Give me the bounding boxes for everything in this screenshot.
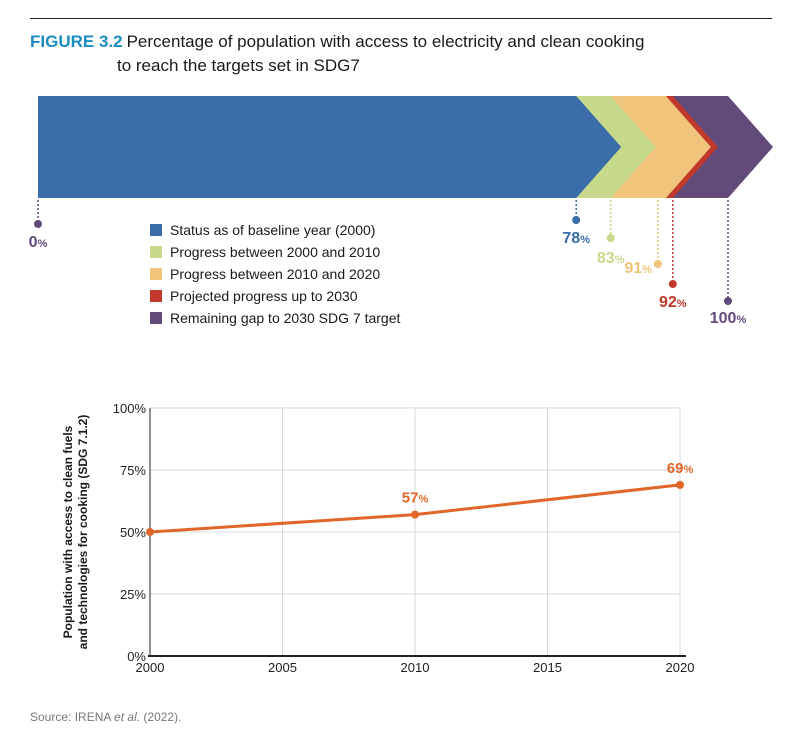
value-label-2: 83% bbox=[597, 250, 625, 267]
legend-label-2: Progress between 2000 and 2010 bbox=[170, 244, 380, 260]
x-tick-label-2: 2010 bbox=[401, 660, 430, 675]
marker-dot-1 bbox=[572, 216, 581, 224]
figure-label: FIGURE 3.2 bbox=[30, 32, 123, 51]
data-point-0 bbox=[146, 528, 154, 536]
y-tick-label-4: 100% bbox=[113, 401, 147, 416]
unit-label: % bbox=[418, 494, 428, 506]
marker-dot-5 bbox=[724, 297, 732, 305]
figure-title: FIGURE 3.2 Percentage of population with … bbox=[30, 30, 750, 78]
figure-title-line2: to reach the targets set in SDG7 bbox=[117, 56, 360, 75]
legend-swatch-3 bbox=[150, 268, 162, 280]
data-label-1: 57% bbox=[402, 490, 429, 507]
cooking-line-chart: 0% 25% 50% 75% 100% 2000 2005 2010 2015 2020 Popul… bbox=[61, 401, 695, 675]
y-tick-label-0: 0% bbox=[127, 649, 146, 664]
y-axis-label-line1: Population with access to clean fuels bbox=[61, 425, 75, 638]
access-arrow-chart: 0% 78% 83% 91% 92% 100% Status as of baseline … bbox=[29, 96, 773, 327]
unit-label: % bbox=[38, 238, 48, 250]
y-axis-label-line2: and technologies for cooking (SDG 7.1.2) bbox=[76, 415, 90, 650]
value-label-1: 78% bbox=[562, 230, 590, 247]
source-prefix: Source: IRENA bbox=[30, 710, 115, 724]
legend-label-4: Projected progress up to 2030 bbox=[170, 288, 358, 304]
unit-label: % bbox=[677, 298, 687, 310]
unit-label: % bbox=[615, 254, 625, 266]
value-label-0: 0% bbox=[29, 234, 48, 251]
data-point-1 bbox=[411, 510, 419, 519]
unit-label: % bbox=[683, 464, 693, 476]
legend-swatch-1 bbox=[150, 224, 162, 236]
value-label-4: 92% bbox=[659, 294, 687, 311]
y-tick-label-3: 75% bbox=[120, 463, 146, 478]
legend-label-1: Status as of baseline year (2000) bbox=[170, 222, 375, 238]
top-rule bbox=[30, 18, 772, 19]
legend-label-3: Progress between 2010 and 2020 bbox=[170, 266, 380, 282]
marker-dot-3 bbox=[653, 260, 662, 268]
y-tick-label-2: 50% bbox=[120, 525, 146, 540]
legend-swatch-2 bbox=[150, 246, 162, 258]
x-tick-label-1: 2005 bbox=[268, 660, 297, 675]
source-note: Source: IRENA et al. (2022). bbox=[30, 710, 181, 724]
x-tick-label-4: 2020 bbox=[666, 660, 695, 675]
y-axis-label: Population with access to clean fuelsand… bbox=[61, 415, 90, 650]
data-label-2: 69% bbox=[667, 460, 694, 477]
figure-title-line1: Percentage of population with access to … bbox=[126, 32, 645, 51]
marker-dot-0 bbox=[34, 220, 42, 228]
value-label-3: 91% bbox=[624, 260, 652, 277]
source-italic: et al. bbox=[114, 710, 141, 724]
unit-label: % bbox=[642, 264, 652, 276]
x-tick-label-3: 2015 bbox=[533, 660, 562, 675]
unit-label: % bbox=[580, 234, 590, 246]
y-tick-label-1: 25% bbox=[120, 587, 146, 602]
source-suffix: (2022). bbox=[140, 710, 182, 724]
marker-dot-4 bbox=[668, 280, 677, 288]
value-label-5: 100% bbox=[710, 310, 747, 327]
unit-label: % bbox=[736, 314, 746, 326]
legend-swatch-5 bbox=[150, 312, 162, 324]
arrow-segment-1 bbox=[38, 96, 622, 198]
data-point-2 bbox=[676, 480, 684, 489]
legend-label-5: Remaining gap to 2030 SDG 7 target bbox=[170, 310, 400, 326]
x-tick-label-0: 2000 bbox=[136, 660, 165, 675]
marker-dot-2 bbox=[606, 234, 615, 242]
legend-swatch-4 bbox=[150, 290, 162, 302]
